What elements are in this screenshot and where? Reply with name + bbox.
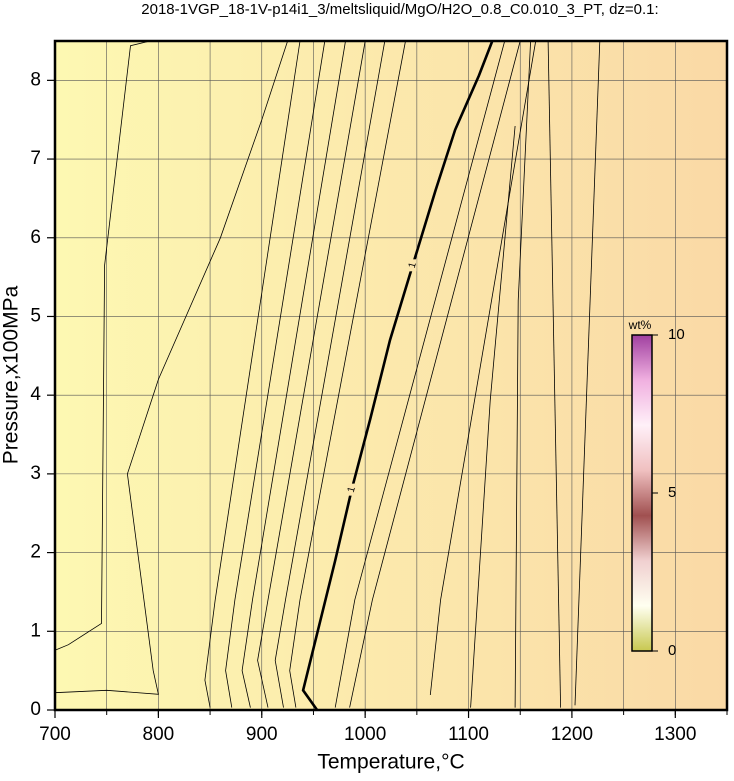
x-tick-label: 1300	[654, 724, 696, 745]
y-tick-label: 2	[30, 542, 41, 563]
contour-line	[574, 40, 601, 706]
x-tick-label: 900	[246, 724, 278, 745]
colorbar-tick-label: 0	[668, 642, 676, 659]
contour-line	[241, 40, 346, 708]
colorbar-tick-label: 10	[668, 326, 685, 343]
contour-line	[334, 40, 506, 708]
contour-line	[225, 40, 326, 708]
contour-label: 1	[407, 261, 419, 270]
contour-label-bg	[408, 259, 417, 272]
x-tick-label: 1000	[344, 724, 386, 745]
contour-line	[54, 40, 288, 695]
y-tick-label: 6	[30, 227, 41, 248]
contour-line	[301, 40, 494, 711]
contour-line	[274, 40, 386, 708]
colorbar	[631, 334, 653, 652]
contour-line	[204, 40, 301, 708]
y-axis-label: Pressure,x100MPa	[0, 285, 23, 464]
plot-background	[55, 41, 727, 710]
y-tick-label: 0	[30, 699, 41, 720]
y-tick-label: 3	[30, 463, 41, 484]
colorbar-label: wt%	[628, 318, 652, 332]
contour-line	[547, 40, 561, 708]
contour-line	[429, 40, 537, 696]
contour-line	[514, 40, 531, 708]
contour-line	[54, 40, 151, 651]
x-tick-label: 1200	[551, 724, 593, 745]
contour-line	[470, 125, 516, 708]
x-tick-label: 800	[143, 724, 175, 745]
contour-line	[257, 40, 366, 708]
contour-label: 1	[346, 485, 358, 494]
x-axis-label: Temperature,°C	[317, 751, 464, 774]
contour-line	[349, 40, 521, 708]
y-tick-label: 5	[30, 305, 41, 326]
x-tick-label: 1100	[448, 724, 489, 745]
contour-line	[289, 40, 406, 708]
y-tick-label: 8	[30, 69, 41, 90]
y-tick-label: 4	[30, 384, 41, 405]
chart-title: 2018-1VGP_18-1V-p14i1_3/meltsliquid/MgO/…	[141, 1, 658, 18]
colorbar-tick-label: 5	[668, 484, 676, 501]
y-tick-label: 7	[30, 148, 41, 169]
x-tick-label: 700	[39, 724, 71, 745]
plot-frame	[53, 39, 729, 712]
contour-label-bg	[347, 483, 356, 496]
y-tick-label: 1	[30, 620, 41, 641]
